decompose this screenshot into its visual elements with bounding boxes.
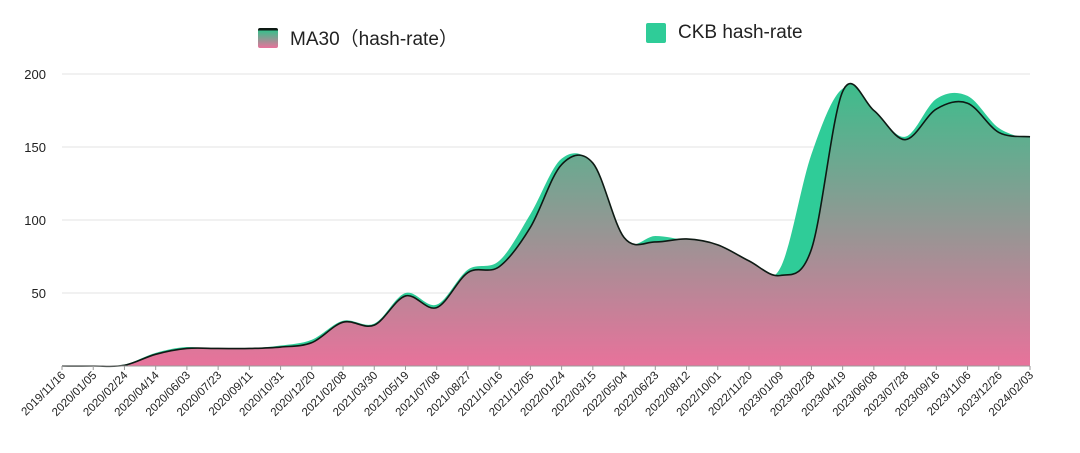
legend-swatch-ma30	[258, 27, 278, 48]
legend-label-ma30: MA30（hash-rate）	[290, 29, 458, 50]
y-tick-label: 50	[32, 286, 46, 301]
legend-swatch-ckb	[646, 23, 666, 43]
series-ma30-line	[61, 82, 1031, 368]
axes: 2019/11/162020/01/052020/02/242020/04/14…	[20, 365, 1036, 419]
plot-area	[61, 82, 1031, 368]
legend-item-ma30[interactable]: MA30（hash-rate）	[258, 24, 458, 51]
y-tick-label: 100	[24, 213, 46, 228]
y-tick-label: 150	[24, 140, 46, 155]
legend-label-ckb: CKB hash-rate	[678, 22, 803, 43]
legend-item-ckb[interactable]: CKB hash-rate	[646, 22, 803, 44]
y-tick-label: 200	[24, 67, 46, 82]
series-ma30-area	[62, 83, 1030, 367]
